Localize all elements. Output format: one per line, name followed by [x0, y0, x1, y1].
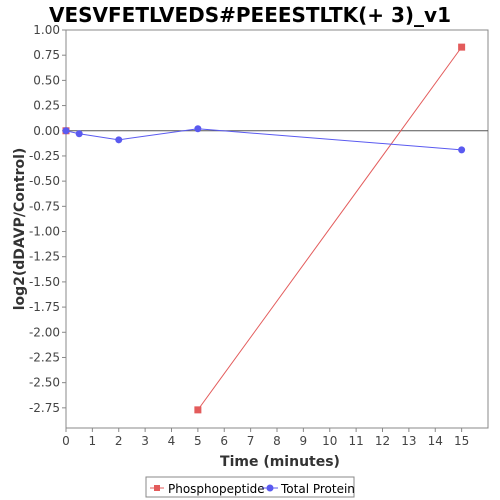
x-tick-label: 4 [168, 434, 176, 448]
y-tick-label: -0.25 [29, 149, 60, 163]
legend-item-phosphopeptide: Phosphopeptide [150, 482, 265, 496]
legend-box [145, 476, 355, 498]
y-tick-label: 0.50 [33, 73, 60, 87]
series-total-protein [62, 125, 466, 154]
x-tick-label: 10 [322, 434, 337, 448]
y-tick-label: 0.00 [33, 124, 60, 138]
x-tick-label: 13 [401, 434, 416, 448]
y-axis-label: log2(dDAVP/Control) [12, 148, 28, 311]
chart-title: VESVFETLVEDS#PEEESTLTK(+ 3)_v1 [49, 3, 451, 27]
x-tick-label: 11 [348, 434, 363, 448]
legend: Phosphopeptide Total Protein [145, 476, 355, 498]
x-axis: 0 1 2 3 4 5 6 7 8 9 10 11 12 13 14 15 [62, 428, 469, 448]
y-tick-label: -1.25 [29, 250, 60, 264]
legend-label-phosphopeptide: Phosphopeptide [168, 482, 265, 496]
x-tick-label: 15 [454, 434, 469, 448]
series-layer [62, 43, 466, 414]
x-tick-label: 0 [62, 434, 70, 448]
x-tick-label: 9 [300, 434, 308, 448]
y-tick-label: -2.50 [29, 376, 60, 390]
y-tick-label: -2.75 [29, 401, 60, 415]
x-tick-label: 7 [247, 434, 255, 448]
data-point-total-protein [62, 127, 70, 135]
legend-label-total-protein: Total Protein [280, 482, 355, 496]
y-tick-label: -1.00 [29, 225, 60, 239]
x-tick-label: 3 [141, 434, 149, 448]
y-tick-label: 1.00 [33, 23, 60, 37]
x-tick-label: 1 [89, 434, 97, 448]
y-axis: 1.00 0.75 0.50 0.25 0.00 -0.25 -0.50 -0.75 -1.00… [29, 23, 66, 415]
y-tick-label: -2.25 [29, 350, 60, 364]
y-tick-label: -1.50 [29, 275, 60, 289]
y-tick-label: 0.25 [33, 99, 60, 113]
data-point-phosphopeptide [458, 43, 466, 51]
y-tick-label: -0.50 [29, 174, 60, 188]
y-tick-label: -2.00 [29, 325, 60, 339]
y-tick-label: -0.75 [29, 199, 60, 213]
x-tick-label: 8 [273, 434, 281, 448]
data-point-phosphopeptide [194, 406, 202, 414]
x-axis-label: Time (minutes) [220, 454, 340, 470]
x-tick-label: 2 [115, 434, 123, 448]
data-point-total-protein [458, 146, 466, 154]
data-point-total-protein [115, 136, 123, 144]
data-point-total-protein [194, 125, 202, 133]
x-tick-label: 5 [194, 434, 202, 448]
y-tick-label: -1.75 [29, 300, 60, 314]
x-tick-label: 12 [375, 434, 390, 448]
data-point-total-protein [75, 130, 83, 138]
series-line-phosphopeptide [197, 46, 463, 411]
legend-item-total-protein: Total Protein [262, 482, 355, 496]
plot-area [65, 29, 489, 429]
x-tick-label: 14 [428, 434, 443, 448]
x-tick-label: 6 [220, 434, 228, 448]
y-tick-label: 0.75 [33, 48, 60, 62]
